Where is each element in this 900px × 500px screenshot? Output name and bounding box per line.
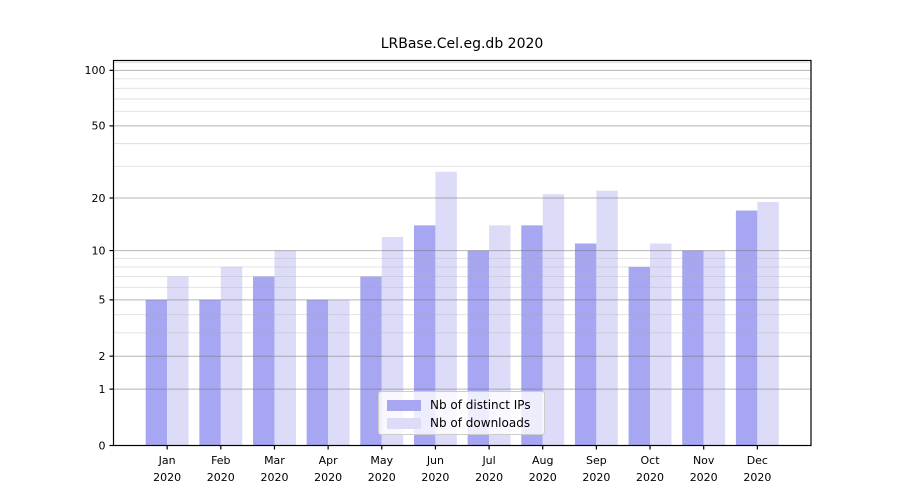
bar-distinct-ips	[735, 210, 758, 446]
bar-downloads	[167, 276, 189, 446]
chart-title: LRBase.Cel.eg.db 2020	[380, 36, 544, 52]
x-tick-label-month: Dec	[747, 454, 768, 467]
legend-label-downloads: Nb of downloads	[430, 416, 531, 430]
x-tick-label-month: Oct	[641, 454, 661, 467]
x-tick-label-month: Jun	[426, 454, 444, 467]
x-tick-label-year: 2020	[153, 471, 181, 484]
x-tick-label-year: 2020	[743, 471, 771, 484]
y-tick-label: 10	[92, 244, 106, 257]
x-tick-label-year: 2020	[582, 471, 610, 484]
x-tick-label-month: Jan	[158, 454, 176, 467]
bar-distinct-ips	[574, 243, 597, 446]
bar-downloads	[703, 250, 726, 446]
x-tick-label-month: Nov	[693, 454, 715, 467]
x-tick-label-month: May	[370, 454, 393, 467]
bar-distinct-ips	[253, 276, 275, 446]
y-tick-label: 1	[99, 383, 106, 396]
legend-swatch-downloads-icon	[387, 417, 421, 429]
legend-item-distinct-ips: Nb of distinct IPs	[387, 396, 536, 414]
bar-downloads	[435, 171, 457, 446]
bar-downloads	[542, 194, 565, 446]
axes-frame	[112, 59, 812, 447]
bar-downloads	[489, 225, 511, 446]
x-tick-label-month: Feb	[211, 454, 230, 467]
x-tick-label-year: 2020	[314, 471, 342, 484]
bar-distinct-ips	[199, 299, 221, 446]
legend: Nb of distinct IPs Nb of downloads	[378, 391, 545, 435]
y-tick-label: 0	[99, 439, 106, 452]
x-tick-label-year: 2020	[690, 471, 718, 484]
x-tick-label-year: 2020	[368, 471, 396, 484]
x-tick-label-year: 2020	[475, 471, 503, 484]
legend-item-downloads: Nb of downloads	[387, 414, 536, 432]
x-tick-label-month: Mar	[264, 454, 285, 467]
bar-distinct-ips	[145, 299, 168, 446]
x-tick-label-month: Aug	[532, 454, 553, 467]
legend-label-distinct-ips: Nb of distinct IPs	[430, 398, 531, 412]
bar-distinct-ips	[521, 225, 543, 446]
y-tick-label: 20	[92, 192, 106, 205]
x-tick-label-year: 2020	[207, 471, 235, 484]
bar-distinct-ips	[682, 250, 704, 446]
bar-downloads	[757, 201, 779, 446]
y-tick-label: 50	[92, 120, 106, 133]
bar-downloads	[596, 190, 618, 446]
x-tick-label-month: Sep	[586, 454, 607, 467]
bar-distinct-ips	[413, 225, 436, 446]
legend-swatch-distinct-ips-icon	[387, 399, 421, 411]
bar-downloads	[650, 243, 672, 446]
x-tick-label-year: 2020	[260, 471, 288, 484]
bar-distinct-ips	[306, 299, 329, 446]
bar-downloads	[328, 299, 350, 446]
bar-downloads	[274, 250, 296, 446]
x-tick-label-year: 2020	[636, 471, 664, 484]
x-tick-label-month: Jul	[481, 454, 495, 467]
x-tick-label-year: 2020	[529, 471, 557, 484]
x-tick-label-year: 2020	[421, 471, 449, 484]
y-tick-label: 2	[99, 350, 106, 363]
y-tick-label: 5	[99, 294, 106, 307]
bar-distinct-ips	[360, 276, 382, 446]
x-tick-label-month: Apr	[319, 454, 339, 467]
y-tick-label: 100	[85, 64, 106, 77]
